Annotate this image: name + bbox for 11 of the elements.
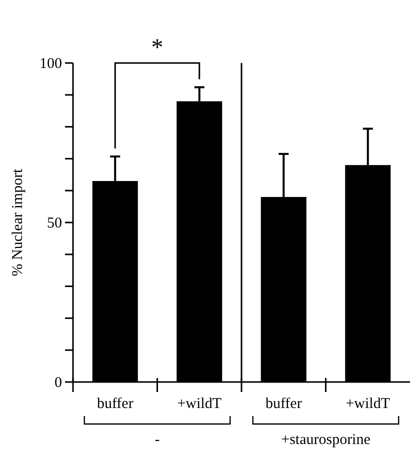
y-tick-label: 100 xyxy=(40,56,62,72)
text: * xyxy=(151,35,164,61)
text: +staurosporine xyxy=(281,432,371,448)
x-tick-label: +wildT xyxy=(177,396,222,412)
text: - xyxy=(154,432,160,448)
x-tick-label: buffer xyxy=(265,396,302,412)
y-tick-label: 50 xyxy=(47,215,62,232)
y-tick-label: 0 xyxy=(54,374,62,391)
x-tick-label: +wildT xyxy=(346,396,390,412)
y-axis-title: % Nuclear import xyxy=(10,168,26,276)
x-tick-label: buffer xyxy=(96,396,134,412)
